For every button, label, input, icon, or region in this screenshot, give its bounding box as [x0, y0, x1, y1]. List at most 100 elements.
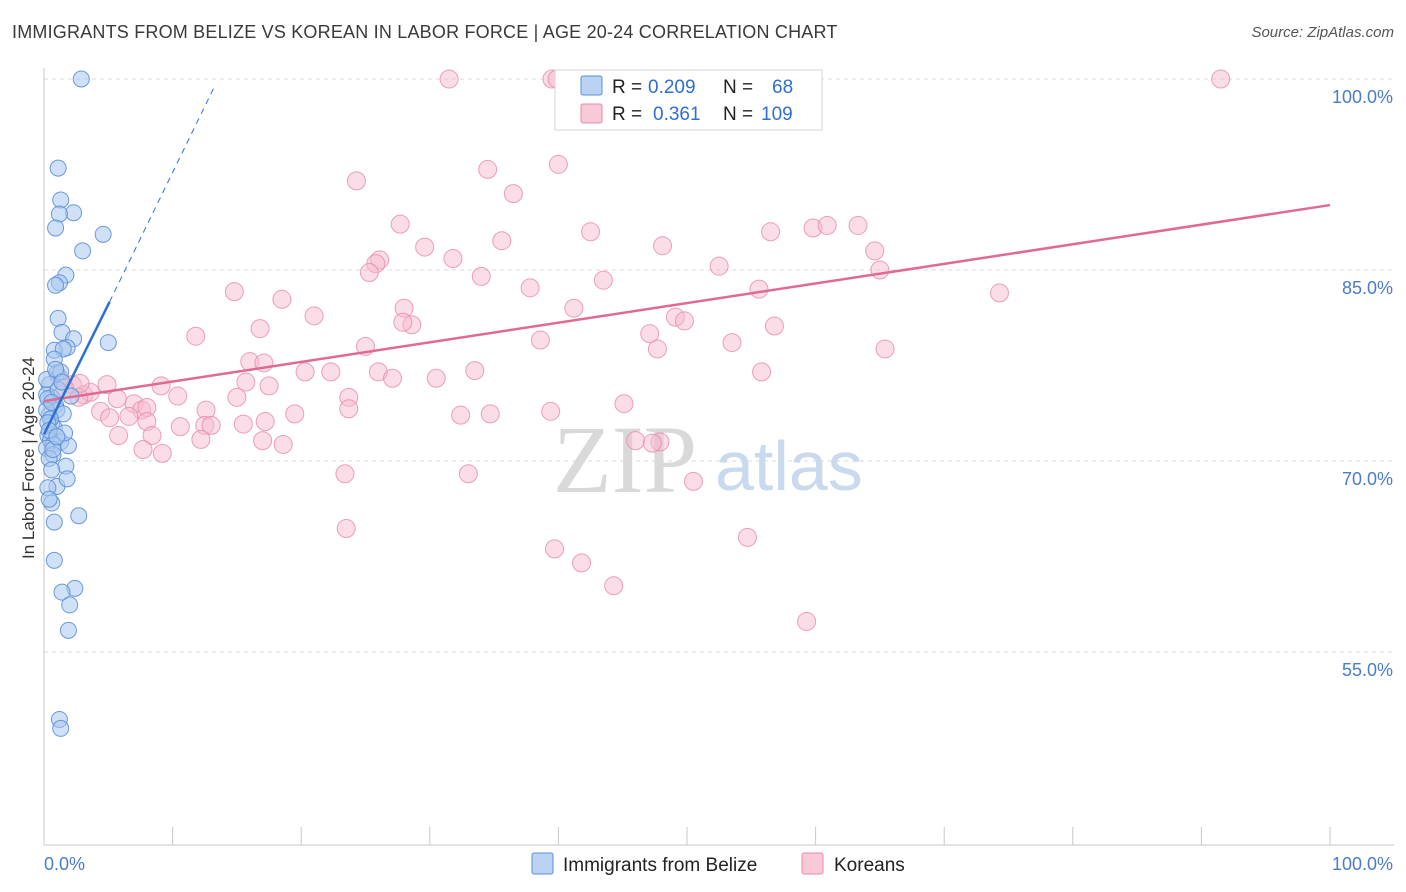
koreans-point [865, 241, 885, 261]
koreans-point [722, 333, 742, 353]
belize-point [49, 309, 67, 327]
koreans-point [119, 406, 139, 426]
koreans-point [170, 417, 190, 437]
koreans-point [336, 518, 356, 538]
koreans-point [383, 368, 403, 388]
koreans-point [674, 311, 694, 331]
legend-swatch-koreans [580, 103, 603, 124]
belize-point [74, 242, 92, 260]
y-tick-label: 100.0% [1332, 87, 1393, 107]
source-label: Source: ZipAtlas.com [1251, 24, 1394, 41]
watermark-atlas: atlas [715, 427, 863, 505]
koreans-point [285, 404, 305, 424]
koreans-point [737, 527, 757, 547]
koreans-point [426, 368, 446, 388]
koreans-point [989, 283, 1009, 303]
koreans-point [259, 376, 279, 396]
legend-swatch-belize [580, 75, 603, 96]
koreans-point [530, 330, 550, 350]
koreans-point [321, 362, 341, 382]
belize-trend-extension [109, 85, 216, 303]
koreans-point [749, 279, 769, 299]
koreans-point [458, 464, 478, 484]
legend-n-value-1: 68 [772, 77, 793, 98]
koreans-point [346, 171, 366, 191]
belize-trend-line [42, 301, 111, 435]
koreans-point [224, 282, 244, 302]
belize-point [40, 490, 58, 508]
koreans-point [250, 319, 270, 339]
koreans-point [752, 362, 772, 382]
koreans-point [848, 215, 868, 235]
koreans-point [870, 260, 890, 280]
koreans-point [480, 404, 500, 424]
koreans-point [393, 312, 413, 332]
koreans-point [335, 464, 355, 484]
belize-point [52, 719, 70, 737]
koreans-point [581, 222, 601, 242]
koreans-point [227, 387, 247, 407]
belize-point [70, 507, 88, 525]
bottom-legend-swatch-koreans [801, 852, 824, 875]
koreans-point [875, 339, 895, 359]
koreans-point [764, 316, 784, 336]
koreans-point [339, 399, 359, 419]
koreans-point [359, 263, 379, 283]
koreans-point [572, 553, 592, 573]
koreans-point [295, 362, 315, 382]
x-tick-label: 0.0% [44, 854, 85, 874]
koreans-point [503, 184, 523, 204]
belize-point [65, 204, 83, 222]
koreans-point [614, 394, 634, 414]
koreans-point [541, 401, 561, 421]
legend-r-value-2: 0.361 [653, 104, 701, 125]
chart-title: IMMIGRANTS FROM BELIZE VS KOREAN IN LABO… [12, 22, 838, 42]
belize-point [43, 461, 61, 479]
belize-point [58, 470, 76, 488]
koreans-point [626, 431, 646, 451]
koreans-point [168, 386, 188, 406]
koreans-point [100, 408, 120, 428]
koreans-point [97, 375, 117, 395]
y-tick-labels: 55.0% 70.0% 85.0% 100.0% [1332, 87, 1393, 680]
belize-point [45, 551, 63, 569]
belize-point [47, 219, 65, 237]
watermark-zip: ZIP [553, 406, 697, 513]
legend-n-label-2: N = [723, 104, 753, 125]
koreans-point [439, 69, 459, 89]
koreans-point [1211, 69, 1231, 89]
koreans-point [133, 440, 153, 460]
koreans-point [191, 429, 211, 449]
legend-r-value-1: 0.209 [648, 77, 696, 98]
koreans-point [797, 611, 817, 631]
correlation-legend: R = 0.209 N = 68 R = 0.361 N = 109 [554, 69, 823, 131]
legend-r-label-2: R = [612, 104, 642, 125]
bottom-legend-label-koreans: Koreans [834, 855, 905, 876]
koreans-point [647, 339, 667, 359]
bottom-legend-swatch-belize [531, 852, 554, 875]
koreans-point [443, 249, 463, 269]
koreans-point [107, 389, 127, 409]
koreans-point [653, 236, 673, 256]
belize-point [53, 583, 71, 601]
legend-n-label-1: N = [723, 77, 753, 98]
belize-points [38, 70, 117, 737]
koreans-point [201, 415, 221, 435]
y-tick-label: 70.0% [1342, 469, 1393, 489]
koreans-trend-line [43, 203, 1331, 403]
y-axis-label: In Labor Force | Age 20-24 [19, 357, 38, 559]
koreans-point [817, 215, 837, 235]
x-tick-label: 100.0% [1332, 854, 1393, 874]
koreans-point [548, 154, 568, 174]
belize-point [50, 205, 68, 223]
koreans-point [233, 414, 253, 434]
koreans-point [604, 576, 624, 596]
belize-point [61, 596, 79, 614]
belize-point [59, 621, 77, 639]
bottom-legend-label-belize: Immigrants from Belize [563, 855, 757, 876]
koreans-point [642, 433, 662, 453]
koreans-point [142, 426, 162, 446]
koreans-point [761, 222, 781, 242]
koreans-point [415, 237, 435, 257]
koreans-point [471, 266, 491, 286]
